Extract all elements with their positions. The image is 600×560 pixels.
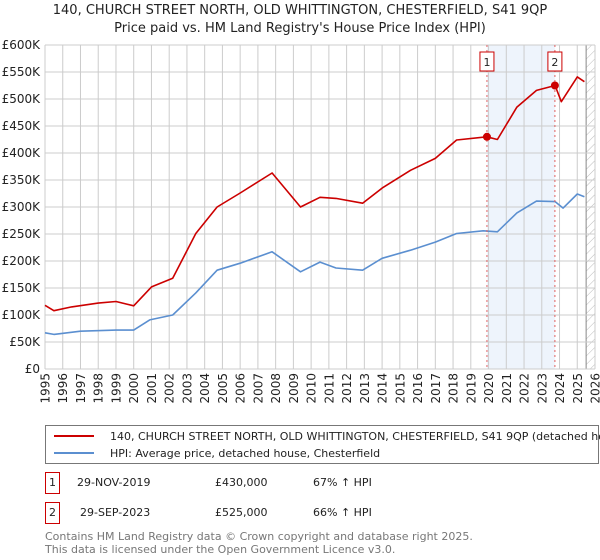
- x-tick-label: 2006: [234, 373, 248, 404]
- x-tick-label: 1999: [109, 373, 123, 404]
- x-tick-label: 2018: [447, 373, 461, 404]
- transaction-marker: 1: [45, 472, 60, 494]
- sale-marker-label: 2: [551, 56, 558, 69]
- x-tick-label: 2007: [251, 373, 265, 404]
- x-tick-label: 2017: [429, 373, 443, 404]
- y-tick-label: £250K: [2, 227, 42, 241]
- x-tick-label: 2005: [216, 373, 230, 404]
- hpi-line: [44, 193, 585, 336]
- y-tick-label: £550K: [2, 65, 42, 79]
- y-tick-label: £150K: [2, 281, 42, 295]
- x-tick-label: 2003: [180, 373, 194, 404]
- chart-legend: 140, CHURCH STREET NORTH, OLD WHITTINGTO…: [45, 425, 600, 464]
- x-tick-label: 2026: [589, 373, 600, 404]
- x-tick-label: 2004: [198, 373, 212, 404]
- legend-property-label: 140, CHURCH STREET NORTH, OLD WHITTINGTO…: [110, 429, 600, 443]
- transaction-row: 2 29-SEP-2023 £525,000 66% ↑ HPI: [45, 502, 545, 524]
- x-tick-label: 2011: [322, 373, 336, 404]
- y-tick-label: £400K: [2, 146, 42, 160]
- x-tick-label: 2025: [571, 373, 585, 404]
- transaction-row: 1 29-NOV-2019 £430,000 67% ↑ HPI: [45, 472, 545, 494]
- transaction-price: £430,000: [215, 476, 268, 489]
- hpi-legend-swatch: [54, 452, 94, 454]
- x-tick-label: 2020: [482, 373, 496, 404]
- x-tick-label: 2013: [358, 373, 372, 404]
- transaction-date: 29-NOV-2019: [77, 476, 151, 489]
- x-tick-label: 1995: [39, 373, 53, 404]
- sale-marker-label: 1: [483, 56, 490, 69]
- x-tick-label: 2014: [376, 373, 390, 404]
- transaction-marker: 2: [45, 502, 60, 524]
- x-tick-label: 2002: [163, 373, 177, 404]
- property-legend-swatch: [54, 435, 94, 437]
- x-tick-label: 2022: [518, 373, 532, 404]
- x-tick-label: 2001: [145, 373, 159, 404]
- sale-marker-box: [547, 51, 563, 72]
- legend-hpi-label: HPI: Average price, detached house, Ches…: [110, 446, 381, 460]
- x-tick-label: 2015: [393, 373, 407, 404]
- licence-text: This data is licensed under the Open Gov…: [45, 543, 396, 556]
- y-tick-label: £50K: [9, 335, 41, 349]
- y-tick-label: £600K: [2, 38, 42, 52]
- chart-subtitle: Price paid vs. HM Land Registry's House …: [114, 21, 486, 36]
- x-tick-label: 2023: [535, 373, 549, 404]
- y-tick-label: £350K: [2, 173, 42, 187]
- x-tick-label: 1998: [92, 373, 106, 404]
- footer: Contains HM Land Registry data © Crown c…: [45, 530, 473, 556]
- y-tick-label: £0: [25, 362, 40, 376]
- x-tick-label: 2008: [269, 373, 283, 404]
- chart-title: 140, CHURCH STREET NORTH, OLD WHITTINGTO…: [52, 3, 548, 18]
- y-tick-label: £500K: [2, 92, 42, 106]
- sale-marker-box: [479, 51, 495, 72]
- y-tick-label: £200K: [2, 254, 42, 268]
- x-tick-label: 2012: [340, 373, 354, 404]
- x-tick-label: 1996: [56, 373, 70, 404]
- sale-point: [482, 132, 491, 141]
- x-tick-label: 1997: [74, 373, 88, 404]
- y-tick-label: £450K: [2, 119, 42, 133]
- transaction-date: 29-SEP-2023: [80, 506, 151, 519]
- y-tick-label: £300K: [2, 200, 42, 214]
- x-tick-label: 2010: [305, 373, 319, 404]
- copyright-text: Contains HM Land Registry data © Crown c…: [45, 530, 473, 543]
- x-tick-label: 2019: [464, 373, 478, 404]
- transaction-hpi: 67% ↑ HPI: [313, 476, 372, 489]
- x-tick-label: 2016: [411, 373, 425, 404]
- x-tick-label: 2000: [127, 373, 141, 404]
- transaction-hpi: 66% ↑ HPI: [313, 506, 372, 519]
- x-tick-label: 2024: [553, 373, 567, 404]
- transaction-price: £525,000: [215, 506, 268, 519]
- x-tick-label: 2009: [287, 373, 301, 404]
- sale-point: [550, 81, 559, 90]
- x-tick-label: 2021: [500, 373, 514, 404]
- y-tick-label: £100K: [2, 308, 42, 322]
- property-price-line: [44, 76, 585, 312]
